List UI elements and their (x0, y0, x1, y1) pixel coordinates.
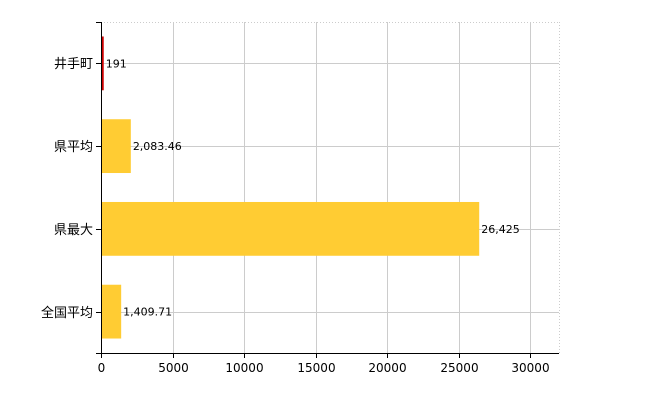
bar-1 (101, 119, 131, 174)
grid-lines (101, 22, 560, 353)
x-tick-label-0: 0 (98, 361, 106, 375)
axes (96, 22, 559, 358)
bars (101, 36, 480, 339)
y-tick-label-1: 県平均 (54, 140, 93, 155)
bar-2 (101, 201, 480, 256)
x-tick-label-2: 10000 (225, 361, 263, 375)
y-tick-label-3: 全国平均 (41, 305, 93, 321)
x-tick-label-4: 20000 (368, 361, 406, 375)
x-tick-label-3: 15000 (297, 361, 335, 375)
data-label-0: 191 (106, 57, 127, 70)
x-tick-label-6: 30000 (511, 361, 549, 375)
x-tick-label-5: 25000 (440, 361, 478, 375)
data-label-1: 2,083.46 (133, 140, 182, 153)
y-tick-label-0: 井手町 (54, 57, 93, 72)
bar-3 (101, 284, 122, 339)
bar-0 (101, 36, 104, 91)
data-label-3: 1,409.71 (123, 306, 172, 319)
x-tick-label-1: 5000 (158, 361, 189, 375)
data-label-2: 26,425 (481, 223, 520, 236)
y-tick-label-2: 県最大 (54, 223, 93, 238)
